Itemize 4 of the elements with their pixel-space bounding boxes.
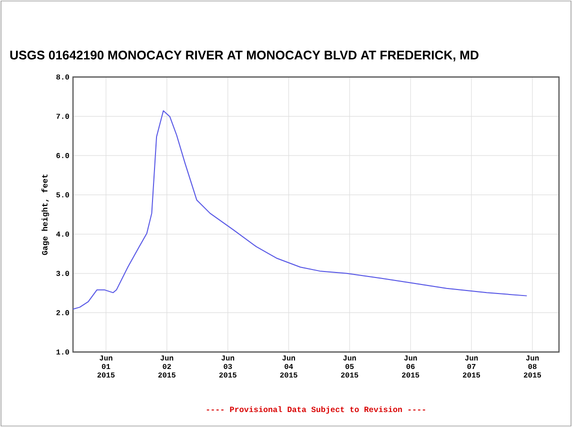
y-axis-title: Gage height, feet bbox=[42, 174, 50, 255]
chart-title: USGS 01642190 MONOCACY RIVER AT MONOCACY BLVD AT FREDERICK, MD bbox=[10, 50, 478, 62]
text: ---- Provisional Data Subject to Revision ---- bbox=[206, 406, 426, 414]
line-series bbox=[73, 110, 528, 310]
